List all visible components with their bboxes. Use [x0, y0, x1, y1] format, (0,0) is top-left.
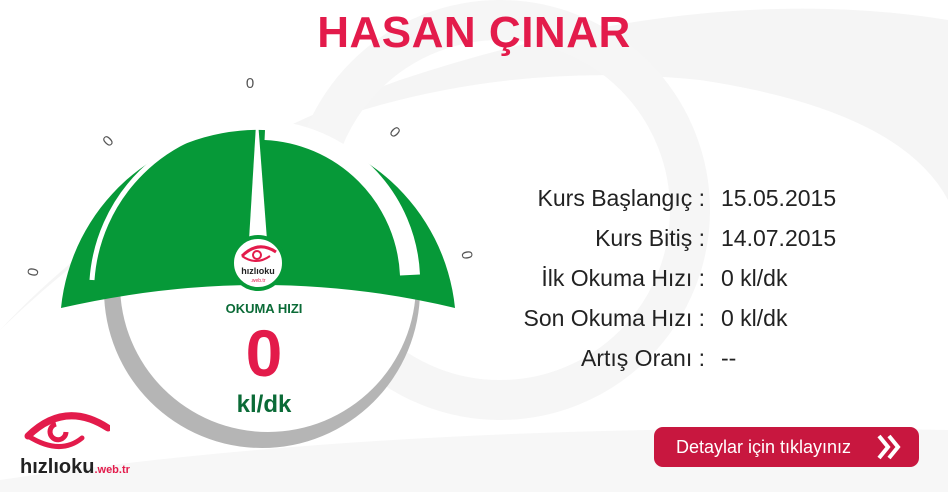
info-value: 14.07.2015: [721, 224, 837, 251]
gauge-tick-label: 0: [99, 132, 117, 150]
info-value: 15.05.2015: [721, 184, 837, 211]
details-button-label: Detaylar için tıklayınız: [676, 436, 852, 457]
info-value: --: [721, 344, 737, 371]
gauge-unit: kl/dk: [236, 391, 292, 418]
gauge-needle: [249, 108, 267, 240]
course-info: Kurs Başlangıç : 15.05.2015 Kurs Bitiş : 1…: [480, 178, 836, 378]
info-row-first-speed: İlk Okuma Hızı : 0 kl/dk: [480, 258, 836, 298]
info-label: Kurs Bitiş :: [595, 224, 705, 251]
details-button[interactable]: Detaylar için tıklayınız: [654, 427, 919, 467]
brand-name: hızlıoku: [20, 456, 95, 478]
gauge-tick-label: 0: [386, 123, 404, 141]
gauge-logo-text: hızlıoku: [241, 266, 275, 276]
gauge-tick-label: 0: [457, 250, 475, 261]
eye-logo-icon: [240, 245, 277, 262]
gauge-track-right: [264, 120, 420, 276]
info-row-last-speed: Son Okuma Hızı : 0 kl/dk: [480, 298, 836, 338]
reading-speed-gauge: hızlıoku .web.tr 0 0 0 0 0: [24, 75, 476, 448]
info-label: Artış Oranı :: [581, 344, 705, 371]
gauge-label: OKUMA HIZI: [225, 301, 303, 316]
info-row-start: Kurs Başlangıç : 15.05.2015: [480, 178, 837, 218]
student-name-title: HASAN ÇINAR: [317, 8, 631, 57]
eye-logo-icon: [24, 412, 112, 449]
brand-suffix: .web.tr: [94, 464, 130, 476]
info-row-increase: Artış Oranı : --: [480, 338, 836, 378]
info-label: İlk Okuma Hızı :: [541, 264, 705, 291]
info-label: Kurs Başlangıç :: [537, 184, 705, 211]
gauge-progress-track-left: [89, 121, 251, 281]
double-chevron-right-icon: [877, 434, 901, 460]
info-row-end: Kurs Bitiş : 14.07.2015: [480, 218, 836, 258]
gauge-tick-label: 0: [246, 75, 254, 92]
info-value: 0 kl/dk: [721, 264, 788, 291]
gauge-tick-label: 0: [24, 267, 42, 278]
gauge-logo-sub: .web.tr: [250, 278, 265, 284]
gauge-value: 0: [245, 316, 283, 390]
brand-logo: hızlıoku.web.tr: [20, 408, 130, 479]
info-value: 0 kl/dk: [721, 304, 788, 331]
info-label: Son Okuma Hızı :: [523, 304, 705, 331]
